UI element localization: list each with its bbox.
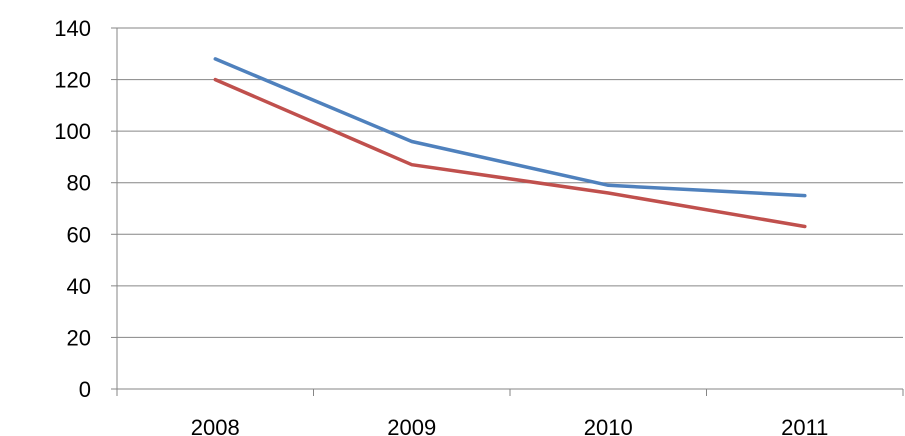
y-tick-label: 80 <box>67 171 91 196</box>
x-axis-tick-labels: 2008 2009 2010 2011 <box>191 415 829 436</box>
y-tick-label: 0 <box>79 377 91 402</box>
series-lines <box>213 57 807 229</box>
x-tick-label: 2010 <box>584 415 633 436</box>
axes <box>111 27 904 396</box>
y-tick-label: 100 <box>54 119 91 144</box>
x-tick-label: 2011 <box>781 415 828 436</box>
y-axis-tick-labels: 0 20 40 60 80 100 120 140 <box>54 16 91 402</box>
y-tick-label: 20 <box>67 325 91 350</box>
y-tick-label: 60 <box>67 222 91 247</box>
series-line-1 <box>213 57 807 198</box>
y-tick-label: 40 <box>67 274 91 299</box>
y-tick-label: 140 <box>54 16 91 41</box>
series-line-2 <box>213 77 807 229</box>
y-tick-label: 120 <box>54 68 91 93</box>
x-tick-label: 2009 <box>387 415 436 436</box>
gridlines <box>117 27 903 338</box>
x-tick-label: 2008 <box>191 415 240 436</box>
